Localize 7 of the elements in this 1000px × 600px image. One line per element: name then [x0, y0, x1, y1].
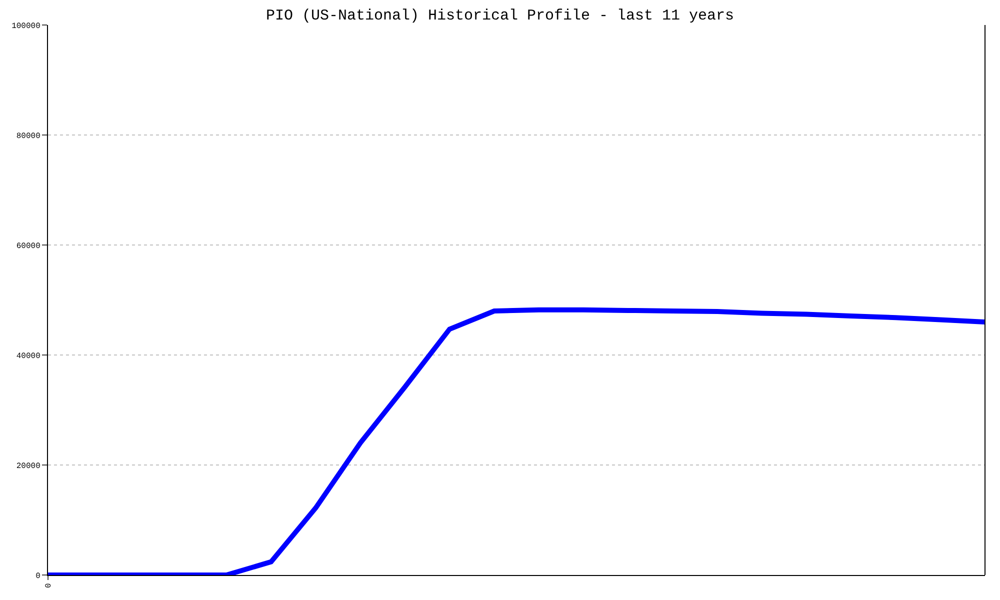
- y-tick-label: 60000: [16, 242, 41, 251]
- y-tick-label: 100000: [12, 22, 41, 31]
- y-tick-label: 40000: [16, 352, 41, 361]
- y-tick-label: 20000: [16, 462, 41, 471]
- y-tick-label: 80000: [16, 132, 41, 141]
- y-tick-label: 0: [36, 572, 41, 581]
- chart-title: PIO (US-National) Historical Profile - last 11 years: [266, 8, 734, 24]
